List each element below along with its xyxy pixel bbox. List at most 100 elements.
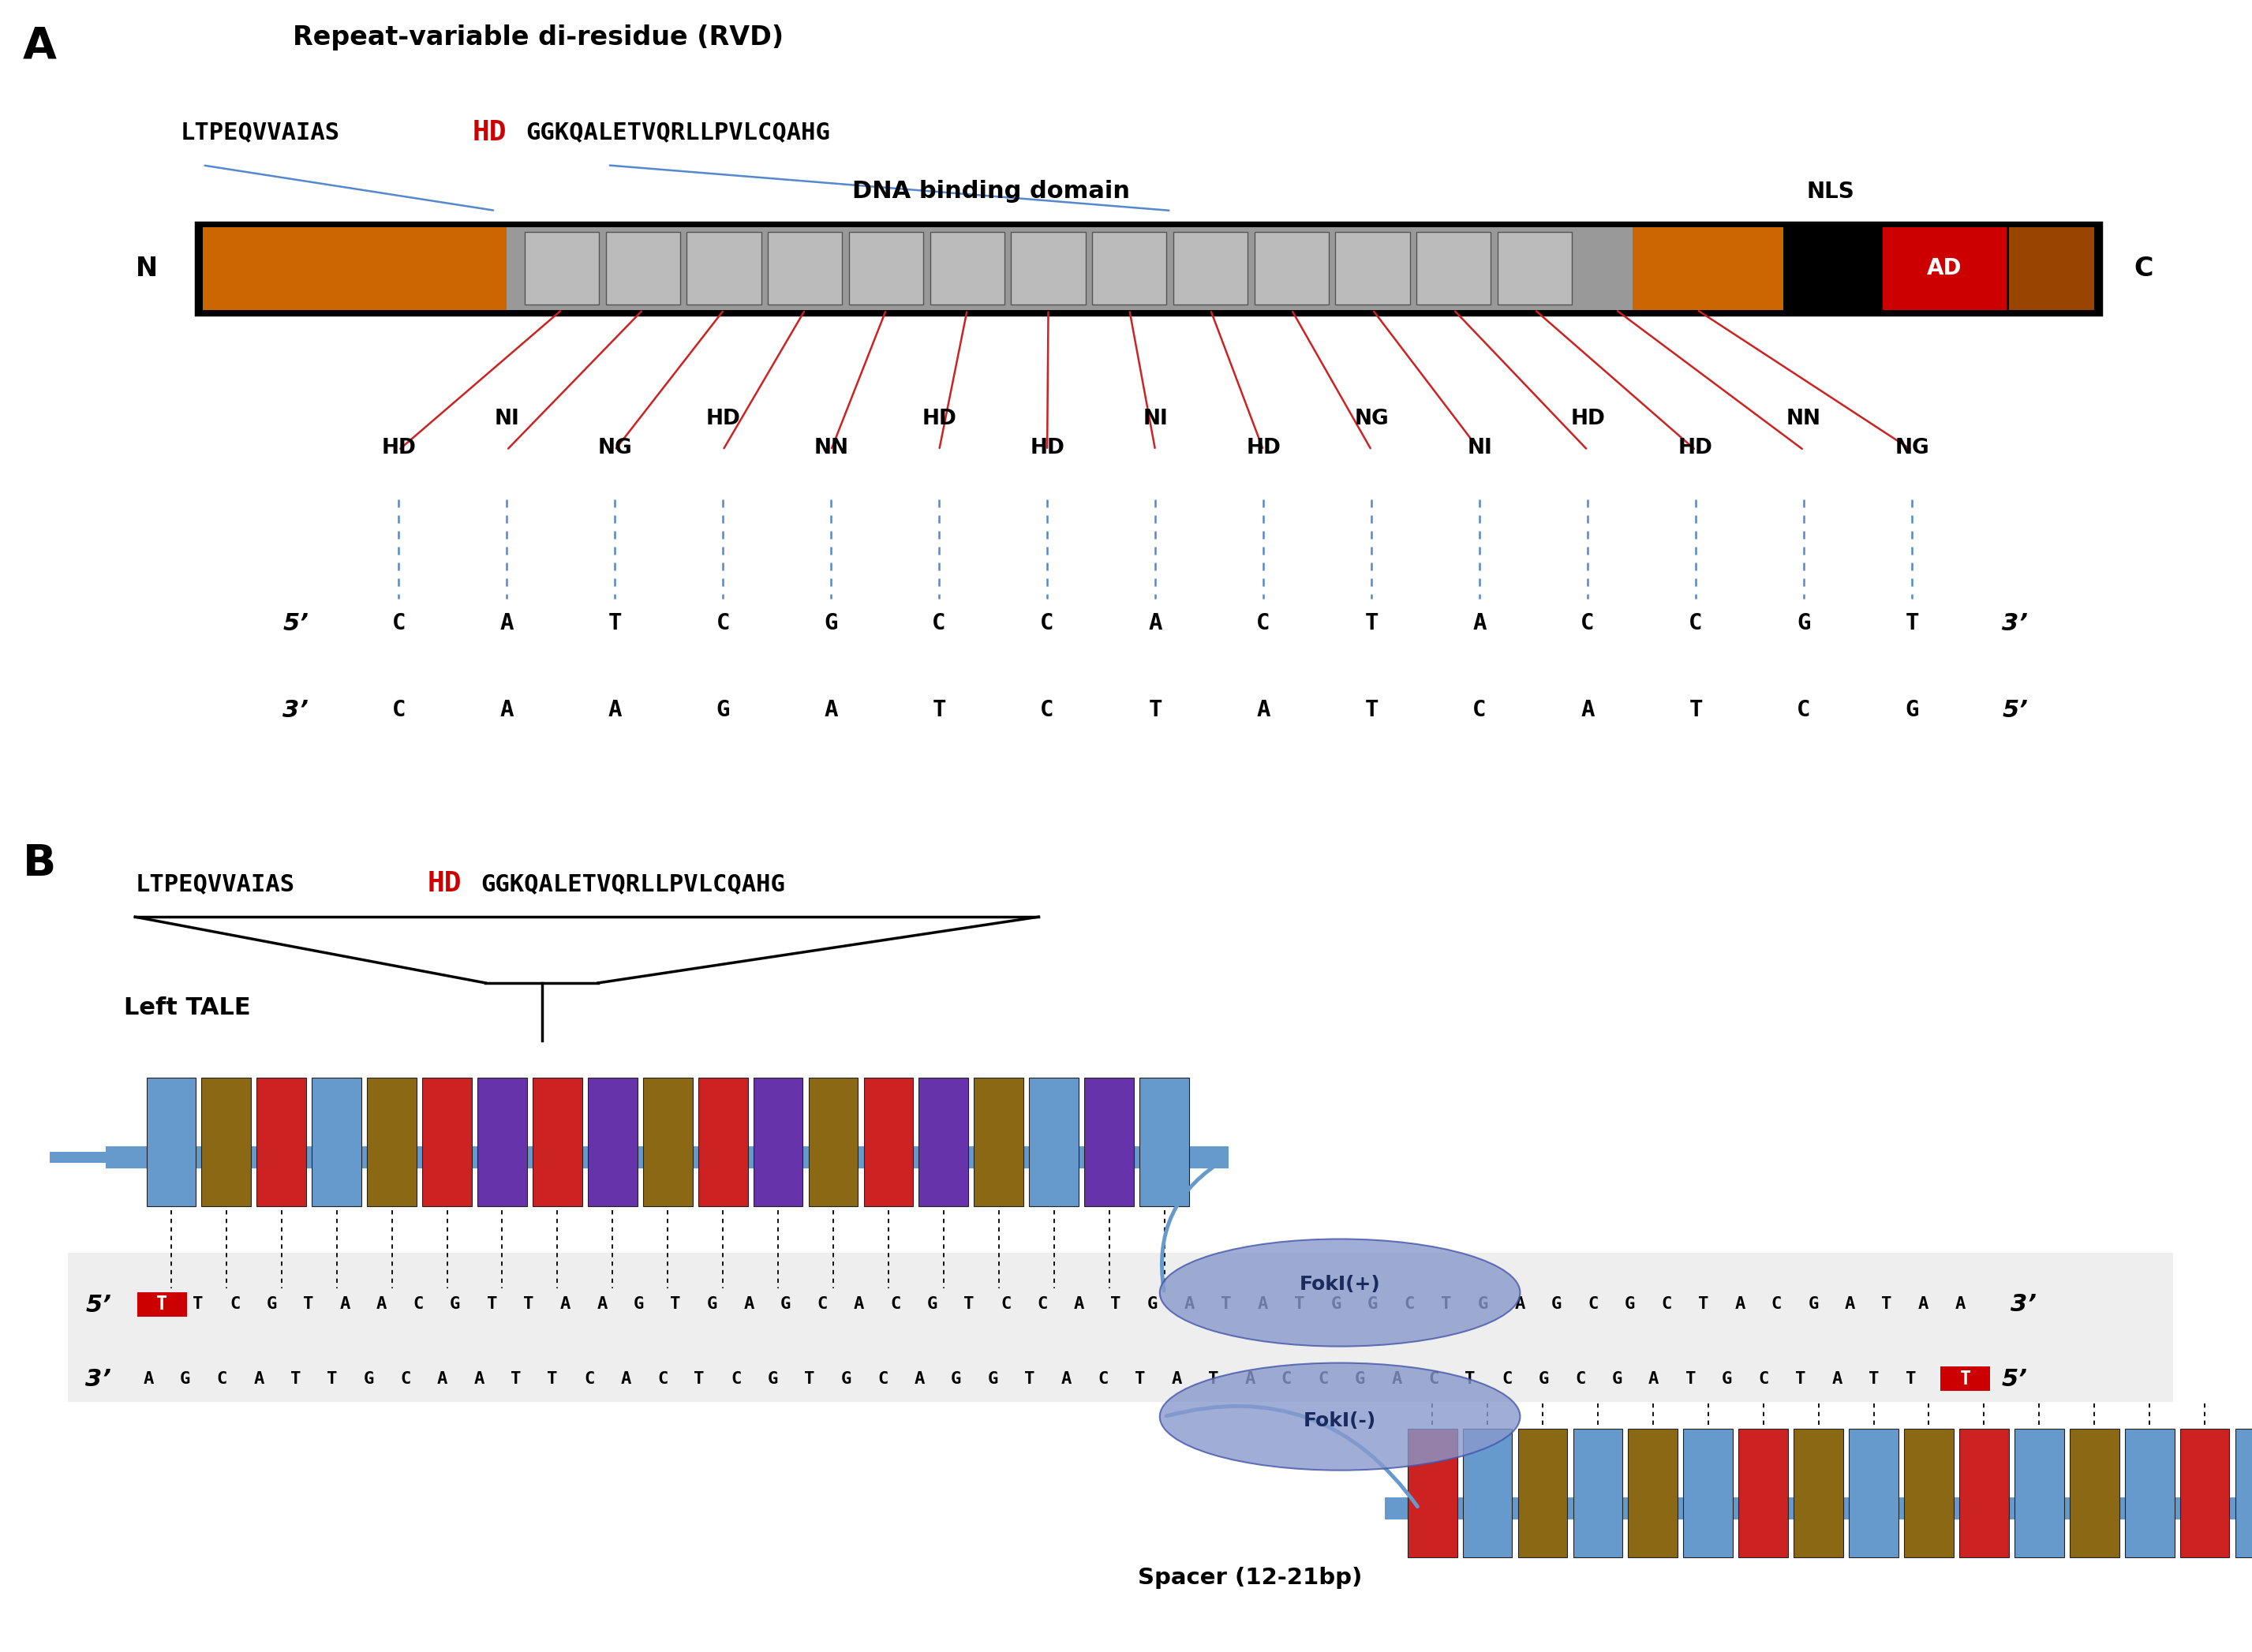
Text: C: C [1038, 1297, 1047, 1312]
FancyBboxPatch shape [1793, 1429, 1842, 1556]
Text: Left TALE: Left TALE [124, 996, 250, 1019]
Text: C: C [230, 1297, 241, 1312]
FancyBboxPatch shape [1464, 1429, 1513, 1556]
Text: T: T [1149, 699, 1162, 722]
Text: A: A [1581, 699, 1594, 722]
Text: C: C [1473, 699, 1486, 722]
Text: T: T [1905, 1371, 1916, 1388]
Text: NI: NI [1466, 438, 1493, 459]
FancyBboxPatch shape [203, 1077, 250, 1206]
Text: G: G [363, 1371, 374, 1388]
FancyBboxPatch shape [2124, 1429, 2175, 1556]
Text: NI: NI [493, 410, 520, 430]
Text: T: T [486, 1297, 498, 1312]
FancyBboxPatch shape [1140, 1077, 1189, 1206]
Text: B: B [23, 843, 56, 885]
FancyBboxPatch shape [1254, 231, 1329, 304]
Text: T: T [1365, 613, 1378, 634]
FancyBboxPatch shape [146, 1077, 196, 1206]
FancyBboxPatch shape [698, 1077, 748, 1206]
Text: G: G [950, 1371, 962, 1388]
FancyBboxPatch shape [1335, 231, 1410, 304]
Text: G: G [1367, 1297, 1378, 1312]
FancyBboxPatch shape [106, 1146, 1230, 1168]
Text: G: G [633, 1297, 644, 1312]
Text: C: C [1097, 1371, 1108, 1388]
Text: T: T [327, 1371, 338, 1388]
Text: 3’: 3’ [282, 699, 309, 722]
Text: G: G [989, 1371, 998, 1388]
Text: T: T [1207, 1371, 1218, 1388]
FancyBboxPatch shape [1417, 231, 1491, 304]
Text: G: G [716, 699, 730, 722]
Text: 5’: 5’ [2002, 699, 2029, 722]
Text: T: T [1869, 1371, 1878, 1388]
Text: G: G [1477, 1297, 1489, 1312]
Text: T: T [1025, 1371, 1036, 1388]
Text: HD: HD [705, 410, 741, 430]
FancyBboxPatch shape [196, 223, 2101, 316]
Text: A: A [622, 1371, 631, 1388]
Text: T: T [1959, 1370, 1970, 1389]
FancyBboxPatch shape [1739, 1429, 1788, 1556]
Text: G: G [1797, 613, 1811, 634]
Text: NI: NI [1142, 410, 1169, 430]
Text: HD: HD [1245, 438, 1281, 459]
Text: HD: HD [428, 871, 462, 897]
FancyBboxPatch shape [1029, 1077, 1079, 1206]
FancyBboxPatch shape [2180, 1429, 2229, 1556]
Text: NG: NG [1894, 438, 1930, 459]
FancyBboxPatch shape [203, 228, 507, 311]
FancyBboxPatch shape [768, 231, 842, 304]
Text: T: T [304, 1297, 313, 1312]
Text: T: T [194, 1297, 203, 1312]
FancyBboxPatch shape [930, 231, 1004, 304]
Text: HD: HD [381, 438, 417, 459]
Text: A: A [500, 699, 513, 722]
FancyBboxPatch shape [1173, 231, 1248, 304]
Text: C: C [1574, 1371, 1585, 1388]
FancyBboxPatch shape [367, 1077, 417, 1206]
Text: C: C [730, 1371, 741, 1388]
Text: 5’: 5’ [2002, 1368, 2027, 1391]
FancyBboxPatch shape [1011, 231, 1085, 304]
FancyBboxPatch shape [1833, 228, 1867, 311]
Text: C: C [817, 1297, 826, 1312]
Text: T: T [291, 1371, 302, 1388]
Text: C: C [412, 1297, 423, 1312]
FancyBboxPatch shape [68, 1254, 2173, 1401]
Text: G: G [824, 613, 838, 634]
Text: A: A [340, 1297, 351, 1312]
Text: A: A [1648, 1371, 1660, 1388]
Text: T: T [547, 1371, 558, 1388]
FancyBboxPatch shape [752, 1077, 802, 1206]
Text: C: C [216, 1371, 227, 1388]
FancyBboxPatch shape [808, 1077, 858, 1206]
Text: G: G [1146, 1297, 1158, 1312]
Text: C: C [401, 1371, 410, 1388]
FancyBboxPatch shape [257, 1077, 306, 1206]
Text: 5’: 5’ [282, 613, 309, 634]
Text: T: T [1684, 1371, 1696, 1388]
Text: T: T [932, 699, 946, 722]
Text: NN: NN [1786, 410, 1822, 430]
Text: GGKQALETVQRLLPVLCQAHG: GGKQALETVQRLLPVLCQAHG [525, 121, 831, 144]
Text: A: A [1245, 1371, 1254, 1388]
Text: LTPEQVVAIAS: LTPEQVVAIAS [180, 121, 340, 144]
Text: T: T [1905, 613, 1919, 634]
Text: T: T [511, 1371, 520, 1388]
Text: NN: NN [813, 438, 849, 459]
Text: G: G [1723, 1371, 1732, 1388]
Text: G: G [180, 1371, 191, 1388]
Text: A: A [1473, 613, 1486, 634]
Text: A: A [743, 1297, 754, 1312]
Text: AD: AD [1928, 258, 1961, 279]
Text: Repeat-variable di-residue (RVD): Repeat-variable di-residue (RVD) [293, 25, 784, 51]
Text: G: G [707, 1297, 718, 1312]
FancyBboxPatch shape [477, 1077, 527, 1206]
Text: HD: HD [1678, 438, 1714, 459]
Text: NG: NG [597, 438, 633, 459]
Text: T: T [694, 1371, 705, 1388]
Text: T: T [158, 1295, 167, 1313]
Text: A: A [1185, 1297, 1194, 1312]
